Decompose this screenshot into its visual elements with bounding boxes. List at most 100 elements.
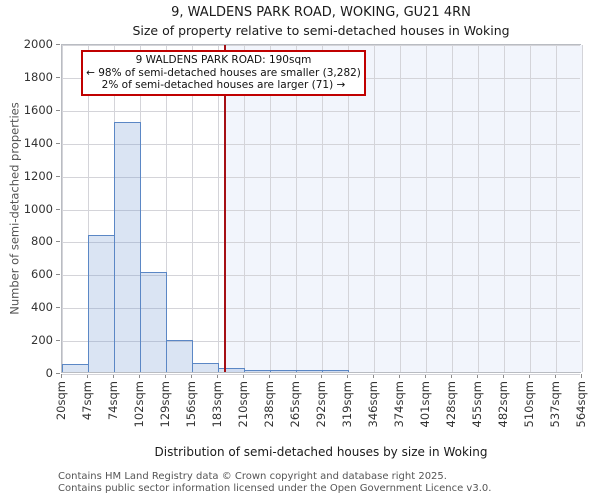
gridline-vertical (166, 45, 168, 372)
x-tick-mark (112, 374, 114, 378)
gridline-vertical (556, 45, 558, 372)
gridline-horizontal (62, 176, 580, 178)
histogram-bar (192, 363, 219, 372)
x-tick-mark (372, 374, 374, 378)
x-tick-label: 210sqm (235, 381, 250, 428)
y-tick-mark (56, 274, 60, 276)
chart-subtitle: Size of property relative to semi-detach… (132, 23, 510, 38)
y-tick-label: 2000 (23, 37, 53, 51)
gridline-horizontal (62, 308, 580, 310)
gridline-vertical (373, 45, 375, 372)
x-tick-label: 482sqm (495, 381, 510, 428)
y-tick-mark (56, 373, 60, 374)
histogram-bar (113, 122, 142, 372)
gridline-vertical (217, 45, 219, 372)
x-tick-mark (529, 374, 531, 378)
x-tick-mark (399, 374, 401, 378)
y-tick-mark (56, 340, 60, 342)
plot-area (61, 44, 583, 375)
y-tick-mark (56, 307, 60, 309)
x-tick-label: 102sqm (132, 381, 147, 428)
x-tick-label: 455sqm (469, 381, 484, 428)
x-tick-mark (581, 374, 582, 378)
y-tick-label: 200 (31, 333, 53, 348)
histogram-bar (62, 364, 89, 372)
x-tick-label: 292sqm (314, 381, 328, 428)
x-tick-mark (269, 374, 271, 378)
x-tick-mark (476, 374, 478, 378)
y-tick-label: 1400 (23, 135, 53, 150)
gridline-horizontal (62, 110, 580, 112)
annotation-property: 9 WALDENS PARK ROAD: 190sqm (135, 54, 312, 66)
x-tick-mark (191, 374, 192, 378)
y-tick-label: 1200 (23, 168, 53, 183)
x-tick-label: 374sqm (392, 381, 407, 428)
chart-title: 9, WALDENS PARK ROAD, WOKING, GU21 4RN (171, 5, 471, 20)
x-tick-label: 265sqm (288, 381, 303, 428)
y-tick-label: 0 (45, 366, 53, 380)
x-tick-mark (216, 374, 218, 378)
x-tick-mark (61, 374, 62, 378)
gridline-vertical (477, 45, 479, 372)
y-tick-label: 800 (31, 234, 53, 249)
footer-attribution: Contains HM Land Registry data © Crown c… (58, 471, 491, 494)
gridline-vertical (400, 45, 402, 372)
gridline-horizontal (62, 45, 580, 46)
x-tick-mark (451, 374, 452, 378)
y-tick-label: 600 (31, 267, 53, 282)
y-tick-mark (56, 44, 60, 45)
gridline-vertical (243, 45, 245, 372)
x-tick-label: 401sqm (418, 381, 433, 428)
gridline-vertical (347, 45, 349, 372)
y-tick-label: 1800 (23, 69, 53, 84)
x-tick-label: 510sqm (522, 381, 537, 428)
gridline-horizontal (62, 275, 580, 277)
gridline-vertical (87, 45, 89, 372)
gridline-horizontal (62, 143, 580, 145)
gridline-vertical (503, 45, 505, 372)
x-tick-label: 319sqm (339, 381, 354, 428)
histogram-bar (270, 370, 298, 372)
y-tick-mark (56, 241, 60, 243)
x-tick-mark (165, 374, 167, 378)
x-tick-label: 74sqm (105, 381, 120, 421)
histogram-bar (166, 340, 193, 372)
x-tick-label: 156sqm (184, 381, 198, 428)
x-axis-label: Distribution of semi-detached houses by … (154, 445, 488, 459)
x-tick-label: 183sqm (209, 381, 224, 428)
y-tick-label: 1600 (23, 102, 53, 117)
histogram-bar (217, 368, 245, 372)
gridline-vertical (426, 45, 428, 372)
gridline-horizontal (62, 341, 580, 343)
annotation-box: 9 WALDENS PARK ROAD: 190sqm ← 98% of sem… (81, 50, 366, 96)
annotation-smaller: ← 98% of semi-detached houses are smalle… (86, 66, 361, 79)
footer-line-2: Contains public sector information licen… (58, 482, 492, 494)
x-tick-label: 20sqm (54, 381, 68, 421)
histogram-bar (322, 370, 349, 372)
x-tick-mark (86, 374, 88, 378)
x-tick-label: 564sqm (574, 381, 588, 428)
histogram-bar (243, 370, 272, 372)
y-tick-label: 1000 (23, 201, 53, 216)
gridline-horizontal (62, 242, 580, 244)
gridline-horizontal (62, 209, 580, 211)
gridline-vertical (296, 45, 298, 372)
histogram-bar (87, 235, 115, 372)
x-tick-mark (242, 374, 244, 378)
y-tick-mark (56, 175, 60, 177)
gridline-vertical (582, 45, 583, 372)
annotation-larger: 2% of semi-detached houses are larger (7… (101, 79, 346, 91)
x-tick-mark (425, 374, 427, 378)
gridline-vertical (192, 45, 193, 372)
gridline-vertical (270, 45, 272, 372)
x-tick-mark (555, 374, 557, 378)
x-tick-label: 129sqm (158, 381, 173, 428)
gridline-vertical (322, 45, 323, 372)
x-tick-mark (295, 374, 297, 378)
x-tick-label: 47sqm (79, 381, 94, 421)
histogram-bar (296, 370, 323, 372)
x-tick-label: 537sqm (548, 381, 563, 428)
gridline-vertical (62, 45, 63, 372)
x-tick-label: 238sqm (262, 381, 277, 428)
